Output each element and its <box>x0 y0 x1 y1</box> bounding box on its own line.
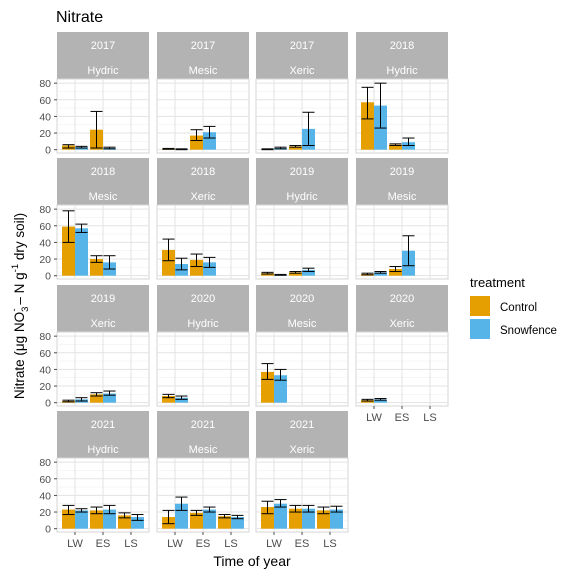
facet-panel-2018-xeric: 2018 Xeric <box>157 158 249 279</box>
facet-year-label: 2021 <box>91 419 115 431</box>
facet-year-label: 2021 <box>290 419 314 431</box>
y-tick-label: 60 <box>39 474 51 486</box>
x-tick-label-es: ES <box>96 538 111 550</box>
facet-site-label: Mesic <box>288 318 317 330</box>
x-tick-label-es: ES <box>196 538 211 550</box>
facet-site-label: Xeric <box>289 65 315 77</box>
y-tick-label: 20 <box>39 381 51 393</box>
x-axis-title: Time of year <box>213 553 291 569</box>
facet-site-label: Xeric <box>190 191 216 203</box>
facet-site-label: Hydric <box>187 318 219 330</box>
facet-site-label: Mesic <box>189 444 218 456</box>
facet-panel-2021-mesic: 2021 Mesic LW ES LS <box>157 411 249 550</box>
facet-panel-2019-hydric: 2019 Hydric <box>256 158 348 279</box>
facet-panel-2018-hydric: 2018 Hydric <box>356 32 448 153</box>
bar-snowfence-lw <box>75 228 88 275</box>
y-tick-label: 40 <box>39 111 51 123</box>
facet-site-label: Xeric <box>90 318 116 330</box>
x-tick-label-ls: LS <box>224 538 237 550</box>
x-tick-label-lw: LW <box>67 538 83 550</box>
y-tick-label: 0 <box>45 271 51 283</box>
facet-year-label: 2018 <box>91 166 115 178</box>
facet-year-label: 2020 <box>191 293 215 305</box>
y-tick-label: 0 <box>45 145 51 157</box>
y-tick-label: 40 <box>39 237 51 249</box>
x-tick-label-lw: LW <box>167 538 183 550</box>
facet-panel-2020-xeric: 2020 Xeric LW ES LS <box>356 285 448 424</box>
y-tick-label: 60 <box>39 95 51 107</box>
facet-year-label: 2021 <box>191 419 215 431</box>
x-tick-label-ls: LS <box>124 538 137 550</box>
facet-year-label: 2017 <box>191 40 215 52</box>
y-tick-label: 0 <box>45 524 51 536</box>
facet-panel-2020-mesic: 2020 Mesic <box>256 285 348 406</box>
y-tick-label: 20 <box>39 254 51 266</box>
facet-year-label: 2020 <box>390 293 414 305</box>
facet-panel-2020-hydric: 2020 Hydric <box>157 285 249 406</box>
legend-title: treatment <box>470 275 525 290</box>
x-tick-label-ls: LS <box>423 412 436 424</box>
bar-snowfence-lw <box>75 510 88 528</box>
facet-site-label: Xeric <box>389 318 415 330</box>
x-tick-label-lw: LW <box>266 538 282 550</box>
x-tick-label-lw: LW <box>366 412 382 424</box>
y-tick-label: 80 <box>39 204 51 216</box>
facet-year-label: 2018 <box>191 166 215 178</box>
facet-site-label: Hydric <box>87 65 119 77</box>
y-tick-label: 40 <box>39 490 51 502</box>
facet-panel-2017-xeric: 2017 Xeric <box>256 32 348 153</box>
facet-year-label: 2018 <box>390 40 414 52</box>
facet-site-label: Mesic <box>89 191 118 203</box>
legend-label-control: Control <box>500 302 537 314</box>
y-tick-label: 20 <box>39 507 51 519</box>
chart-title: Nitrate <box>56 9 103 26</box>
x-tick-label-es: ES <box>395 412 410 424</box>
facet-site-label: Hydric <box>286 191 318 203</box>
facet-year-label: 2019 <box>290 166 314 178</box>
facet-panel-2019-mesic: 2019 Mesic <box>356 158 448 279</box>
y-tick-label: 20 <box>39 128 51 140</box>
legend-label-snowfence: Snowfence <box>500 325 557 337</box>
legend-swatch-control <box>470 296 490 316</box>
legend-swatch-snowfence <box>470 319 490 339</box>
y-tick-label: 60 <box>39 221 51 233</box>
x-tick-label-ls: LS <box>323 538 336 550</box>
facet-site-label: Hydric <box>87 444 119 456</box>
facet-year-label: 2017 <box>290 40 314 52</box>
facet-site-label: Mesic <box>189 65 218 77</box>
facet-panel-2017-mesic: 2017 Mesic <box>157 32 249 153</box>
facet-site-label: Mesic <box>388 191 417 203</box>
facet-year-label: 2020 <box>290 293 314 305</box>
y-tick-label: 0 <box>45 398 51 410</box>
facet-site-label: Xeric <box>289 444 315 456</box>
facet-year-label: 2017 <box>91 40 115 52</box>
facet-site-label: Hydric <box>386 65 418 77</box>
y-tick-label: 80 <box>39 78 51 90</box>
y-tick-label: 40 <box>39 364 51 376</box>
y-tick-label: 60 <box>39 348 51 360</box>
facet-year-label: 2019 <box>91 293 115 305</box>
facet-panel-2021-xeric: 2021 Xeric LW ES LS <box>256 411 348 550</box>
y-tick-label: 80 <box>39 457 51 469</box>
y-tick-label: 80 <box>39 331 51 343</box>
facet-year-label: 2019 <box>390 166 414 178</box>
x-tick-label-es: ES <box>295 538 310 550</box>
